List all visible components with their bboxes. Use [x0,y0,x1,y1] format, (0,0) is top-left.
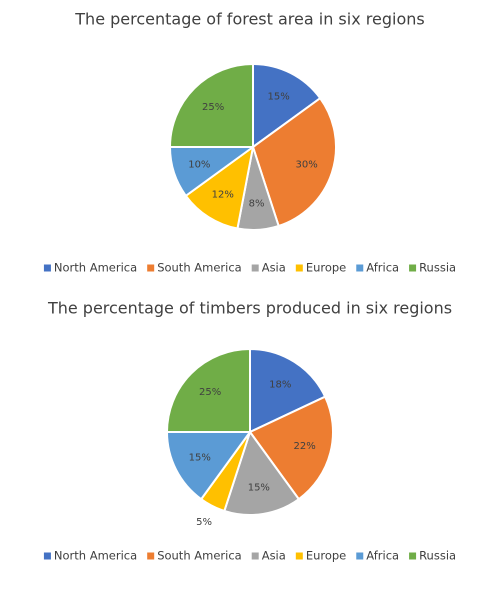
legend-label: Russia [419,261,456,275]
pie-slice [165,431,252,501]
legend-label: Russia [419,549,456,563]
pie-slice [165,347,251,433]
legend-swatch [356,264,364,272]
legend-swatch [147,552,155,560]
data-label: 8% [249,198,265,209]
chart-title: The percentage of timbers produced in si… [47,299,452,318]
legend-label: Europe [306,261,346,275]
pie-slice [248,395,334,501]
pie-slice [168,62,254,148]
chart-title: The percentage of forest area in six reg… [74,10,424,29]
legend-swatch [251,264,259,272]
pie-slice [223,429,301,516]
legend-label: South America [157,549,242,563]
data-label: 22% [294,441,316,452]
legend-label: Europe [306,549,346,563]
legend-label: Asia [262,261,286,275]
legend-swatch [251,552,259,560]
data-label: 5% [196,517,212,528]
data-label: 15% [189,453,211,464]
data-label: 25% [202,102,224,113]
legend-swatch [147,264,155,272]
data-label: 30% [296,159,318,170]
legend-swatch [43,552,51,560]
legend-swatch [356,552,364,560]
data-label: 15% [268,92,290,103]
data-label: 12% [212,190,234,201]
legend-swatch [295,552,303,560]
legend-swatch [409,264,417,272]
legend-swatch [409,552,417,560]
legend-label: South America [157,261,242,275]
pie-slice [251,96,337,228]
data-label: 18% [269,379,291,390]
legend-label: Africa [366,549,399,563]
legend-swatch [43,264,51,272]
pie-slice [184,144,255,230]
data-label: 15% [248,483,270,494]
legend-label: North America [54,549,137,563]
legend-label: North America [54,261,137,275]
pie-slice [249,347,327,434]
legend-label: Africa [366,261,399,275]
data-label: 25% [199,387,221,398]
legend-label: Asia [262,549,286,563]
legend-swatch [295,264,303,272]
data-label: 10% [188,159,210,170]
pie-slice [252,62,322,149]
